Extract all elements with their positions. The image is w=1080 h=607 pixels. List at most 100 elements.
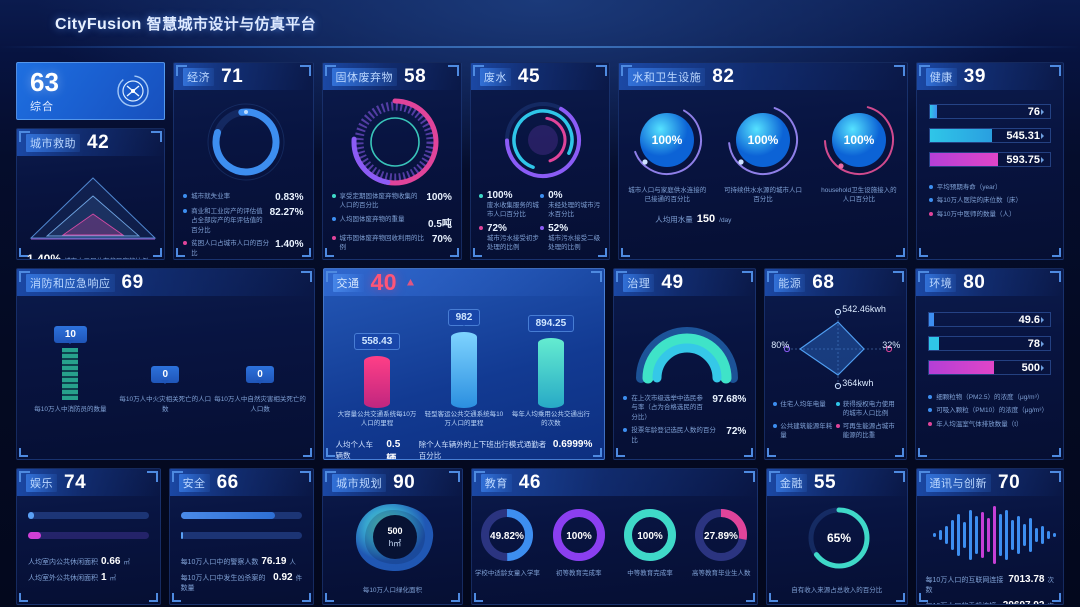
safety-bars — [170, 496, 314, 539]
card-score: 71 — [221, 65, 244, 87]
card-city-relief[interactable]: 城市救助 42 1.40% 城市人口居住在贫民窟的比例 — [16, 128, 166, 260]
fire-label: 每10万人中消防员的数量 — [34, 405, 107, 413]
gauge-ring-icon: 100% — [632, 105, 703, 175]
donut-label: 学校中适龄女童入学率 — [474, 570, 540, 577]
legend-label: 细颗粒物（PM2.5）的浓度（μg/m³） — [936, 394, 1044, 401]
traffic-bar: 558.43 — [335, 331, 419, 408]
health-bar-value: 545.31 — [1006, 130, 1040, 142]
card-score: 39 — [963, 65, 986, 87]
waste-legend: 享受定期固体废弃物收集的人口的百分比 100% 人均固体废弃物的重量 0.5吨 … — [323, 192, 461, 253]
donut-icon: 100% — [623, 509, 676, 561]
finance-label: 自有收入来源占总收入的百分比 — [791, 587, 883, 594]
stat-label: 每10万人口中的警察人数 — [180, 559, 259, 566]
traffic-foot-right-label: 除个人车辆外的上下班出行模式通勤者百分比 — [418, 439, 547, 460]
stat-unit: 次 — [1048, 600, 1055, 604]
card-economy[interactable]: 经济 71 城市就失业率 0.83% — [173, 62, 314, 260]
stat-row: 每10万人口的互联网连接数 7013.78 次 — [926, 574, 1054, 596]
legend-value: 82.27% — [269, 207, 304, 218]
education-donut: 100% 初等教育完成率 — [546, 506, 612, 578]
gauge-label: 城市人口与家庭供水连接的已接通的百分比 — [628, 187, 707, 204]
card-education[interactable]: 教育 46 49.82% 学校中适龄女童入学率 — [470, 468, 758, 605]
legend-item: 细颗粒物（PM2.5）的浓度（μg/m³） — [928, 393, 1053, 402]
card-health[interactable]: 健康 39 76 545.31 — [915, 62, 1064, 260]
legend-item: 享受定期固体废弃物收集的人口的百分比 100% — [331, 192, 452, 211]
legend-value: 0% — [548, 190, 563, 201]
card-header: 金融 55 — [766, 469, 907, 496]
legend-label: 人均固体废弃物的重量 — [339, 215, 405, 223]
card-entertainment[interactable]: 娱乐 74 人均室内公共休闲面积 — [16, 468, 161, 605]
card-body: 542.46kwh 32% 364kwh 80% 住宅人均年电量 获得授权电力使… — [765, 296, 906, 459]
svg-text:100%: 100% — [843, 133, 874, 147]
card-energy[interactable]: 能源 68 542.46kwh — [764, 268, 908, 460]
card-title: 交通 — [332, 273, 364, 292]
fire-item: 10 — [24, 324, 116, 414]
fire-bar-icon — [62, 347, 79, 400]
card-body: 10 — [17, 296, 314, 459]
dashboard-row-2: 消防和应急响应 69 10 — [16, 268, 1065, 460]
traffic-value-badge: 558.43 — [353, 333, 401, 350]
energy-radar-chart: 542.46kwh 32% 364kwh 80% — [765, 296, 906, 400]
card-score: 58 — [404, 65, 427, 87]
stat-value: 76.19 — [261, 556, 287, 567]
card-water-sanitation[interactable]: 水和卫生设施 82 100% 城市人口与 — [618, 62, 908, 260]
svg-text:h㎡: h㎡ — [389, 539, 401, 548]
economy-ring-chart — [207, 103, 285, 181]
health-bars: 76 545.31 593.75 — [917, 90, 1063, 167]
card-body: 100% 城市人口与家庭供水连接的已接通的百分比 100% 可持续供 — [619, 90, 907, 259]
donut-icon: 27.89% — [695, 509, 748, 561]
legend-dot-icon — [773, 423, 778, 428]
traffic-value: 982 — [455, 312, 473, 323]
health-bar: 76 — [928, 104, 1051, 119]
card-telecom-innovation[interactable]: 通讯与创新 70 — [915, 468, 1064, 605]
fire-item: 0 每10万人中火灾相关死亡的人口数 — [119, 364, 211, 414]
legend-value: 0.5吨 — [427, 218, 452, 230]
gauge-label: household卫生设施接入的人口百分比 — [821, 187, 897, 204]
telecom-waveform-chart — [932, 506, 1056, 564]
traffic-bars: 558.43 982 — [324, 296, 605, 408]
traffic-bar-labels: 大容量公共交通系统每10万人口的里程 轻型客运公共交通系统每10万人口的里程 每… — [324, 408, 605, 429]
card-score: 90 — [393, 471, 416, 493]
card-header: 废水 45 — [470, 63, 610, 90]
overall-score-tile[interactable]: 63 综合 — [16, 62, 166, 120]
stat-unit: 人 — [289, 559, 296, 566]
card-environment[interactable]: 环境 80 49.6 78 — [915, 268, 1065, 460]
page-subtitle: 智慧城市设计与仿真平台 — [146, 16, 317, 33]
card-finance[interactable]: 金融 55 65% 自有收入来源占总收入的百分比 — [765, 468, 908, 605]
overall-score-value: 63 — [30, 66, 59, 97]
entertainment-bar — [28, 532, 149, 539]
card-solid-waste[interactable]: 固体废弃物 58 享受 — [321, 62, 462, 260]
environment-bar-value: 78 — [1027, 338, 1041, 350]
card-header: 固体废弃物 58 — [322, 63, 461, 90]
legend-dot-icon — [928, 185, 933, 189]
traffic-value-badge: 894.25 — [527, 315, 575, 332]
legend-dot-icon — [183, 209, 188, 213]
legend-dot-icon — [773, 402, 778, 406]
card-governance[interactable]: 治理 49 在上次市级选举中选民参与率（占为合格选民的百分比） 97.68% — [613, 268, 757, 460]
card-header: 水和卫生设施 82 — [619, 63, 907, 90]
planning-label: 每10万人口绿化面积 — [362, 587, 423, 594]
card-header: 经济 71 — [174, 63, 313, 90]
legend-item: 城市固体废弃物回收利用的比例 70% — [331, 233, 452, 253]
card-header: 通讯与创新 70 — [916, 469, 1063, 496]
legend-label: 城市固体废弃物回收利用的比例 — [339, 234, 425, 252]
card-traffic[interactable]: 交通 40 558.43 — [322, 268, 606, 460]
legend-value: 70% — [431, 233, 452, 245]
card-body: 享受定期固体废弃物收集的人口的百分比 100% 人均固体废弃物的重量 0.5吨 … — [323, 90, 461, 259]
card-city-planning[interactable]: 城市规划 90 500 h㎡ — [322, 468, 463, 605]
card-body: 人均室内公共休闲面积 0.66 ㎡ 人均室外公共休闲面积 1 ㎡ — [17, 496, 160, 604]
card-score: 74 — [64, 471, 87, 493]
legend-item: 在上次市级选举中选民参与率（占为合格选民的百分比） 97.68% — [623, 394, 746, 422]
entertainment-stats: 人均室内公共休闲面积 0.66 ㎡ 人均室外公共休闲面积 1 ㎡ — [17, 539, 160, 584]
overall-score-label: 综合 — [30, 100, 54, 113]
card-header: 城市规划 90 — [323, 469, 462, 496]
legend-dot-icon — [928, 421, 933, 426]
card-safety[interactable]: 安全 66 每10万人口中的警察人数 — [168, 468, 315, 605]
card-body: 100% 废水收集服务的城市人口百分比 0% 未经处理的城市污水百分比 — [471, 90, 609, 259]
card-wastewater[interactable]: 废水 45 100% — [469, 62, 611, 260]
gauge-ring-icon: 100% — [728, 105, 799, 176]
footer-label: 人均用水量 — [655, 214, 693, 224]
stat-unit: ㎡ — [109, 575, 117, 583]
card-fire-emergency[interactable]: 消防和应急响应 69 10 — [16, 268, 315, 460]
card-title: 固体废弃物 — [331, 67, 397, 86]
svg-text:49.82%: 49.82% — [490, 531, 524, 542]
